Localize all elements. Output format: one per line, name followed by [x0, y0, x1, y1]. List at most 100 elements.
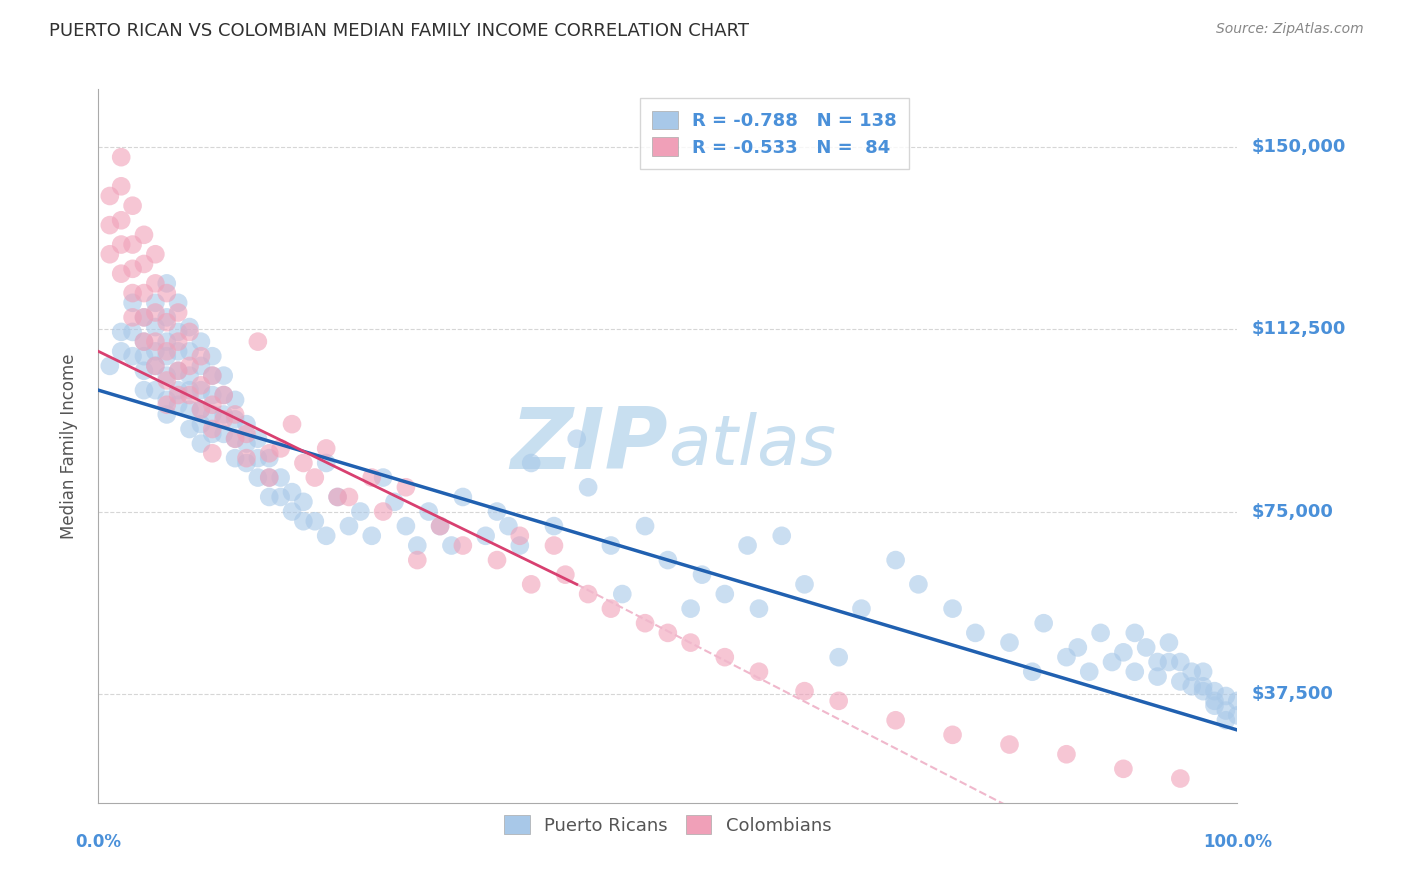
- Point: [167, 305, 190, 319]
- Point: [657, 626, 679, 640]
- Point: [121, 310, 143, 325]
- Point: [167, 398, 190, 412]
- Text: $112,500: $112,500: [1251, 320, 1346, 338]
- Point: [1215, 704, 1237, 718]
- Point: [201, 398, 224, 412]
- Point: [1192, 665, 1215, 679]
- Point: [315, 442, 337, 456]
- Point: [270, 490, 292, 504]
- Point: [1146, 655, 1168, 669]
- Point: [315, 529, 337, 543]
- Point: [259, 490, 281, 504]
- Point: [190, 359, 212, 373]
- Text: ZIP: ZIP: [510, 404, 668, 488]
- Point: [212, 388, 235, 402]
- Point: [907, 577, 929, 591]
- Point: [121, 349, 143, 363]
- Point: [395, 480, 418, 494]
- Point: [110, 150, 132, 164]
- Point: [121, 295, 143, 310]
- Point: [156, 315, 179, 329]
- Text: 0.0%: 0.0%: [76, 833, 121, 851]
- Point: [132, 310, 155, 325]
- Point: [145, 359, 167, 373]
- Point: [190, 417, 212, 432]
- Point: [167, 383, 190, 397]
- Point: [474, 529, 496, 543]
- Point: [156, 286, 179, 301]
- Point: [1032, 616, 1054, 631]
- Text: $37,500: $37,500: [1251, 684, 1333, 703]
- Point: [360, 529, 382, 543]
- Point: [1170, 772, 1192, 786]
- Point: [121, 261, 143, 276]
- Point: [1112, 645, 1135, 659]
- Point: [259, 446, 281, 460]
- Point: [1054, 747, 1078, 762]
- Point: [121, 286, 143, 301]
- Point: [1204, 698, 1226, 713]
- Point: [201, 388, 224, 402]
- Point: [156, 310, 179, 325]
- Point: [132, 349, 155, 363]
- Point: [167, 325, 190, 339]
- Point: [793, 684, 815, 698]
- Point: [98, 218, 121, 232]
- Point: [145, 277, 167, 291]
- Point: [1192, 684, 1215, 698]
- Point: [748, 665, 770, 679]
- Point: [292, 495, 315, 509]
- Point: [145, 320, 167, 334]
- Point: [212, 388, 235, 402]
- Point: [156, 334, 179, 349]
- Point: [259, 470, 281, 484]
- Point: [281, 485, 304, 500]
- Point: [179, 368, 201, 383]
- Point: [406, 553, 429, 567]
- Point: [212, 408, 235, 422]
- Point: [748, 601, 770, 615]
- Point: [132, 334, 155, 349]
- Point: [212, 368, 235, 383]
- Point: [235, 436, 257, 450]
- Point: [179, 422, 201, 436]
- Point: [281, 417, 304, 432]
- Point: [304, 514, 326, 528]
- Point: [1215, 713, 1237, 727]
- Point: [576, 480, 599, 494]
- Point: [418, 504, 440, 518]
- Point: [110, 237, 132, 252]
- Point: [156, 392, 179, 407]
- Point: [326, 490, 349, 504]
- Point: [429, 519, 451, 533]
- Point: [634, 519, 657, 533]
- Point: [179, 383, 201, 397]
- Point: [1192, 679, 1215, 693]
- Point: [576, 587, 599, 601]
- Point: [679, 635, 702, 649]
- Text: $150,000: $150,000: [1251, 138, 1346, 156]
- Point: [942, 728, 965, 742]
- Point: [942, 601, 965, 615]
- Point: [1181, 679, 1204, 693]
- Text: 100.0%: 100.0%: [1202, 833, 1272, 851]
- Point: [998, 635, 1021, 649]
- Point: [201, 426, 224, 441]
- Point: [98, 189, 121, 203]
- Point: [1157, 655, 1180, 669]
- Point: [565, 432, 588, 446]
- Point: [190, 378, 212, 392]
- Point: [1181, 665, 1204, 679]
- Point: [132, 310, 155, 325]
- Point: [167, 344, 190, 359]
- Point: [167, 364, 190, 378]
- Point: [337, 490, 360, 504]
- Point: [371, 504, 394, 518]
- Point: [509, 539, 531, 553]
- Point: [634, 616, 657, 631]
- Point: [179, 344, 201, 359]
- Point: [612, 587, 634, 601]
- Point: [246, 451, 269, 466]
- Point: [201, 368, 224, 383]
- Point: [98, 359, 121, 373]
